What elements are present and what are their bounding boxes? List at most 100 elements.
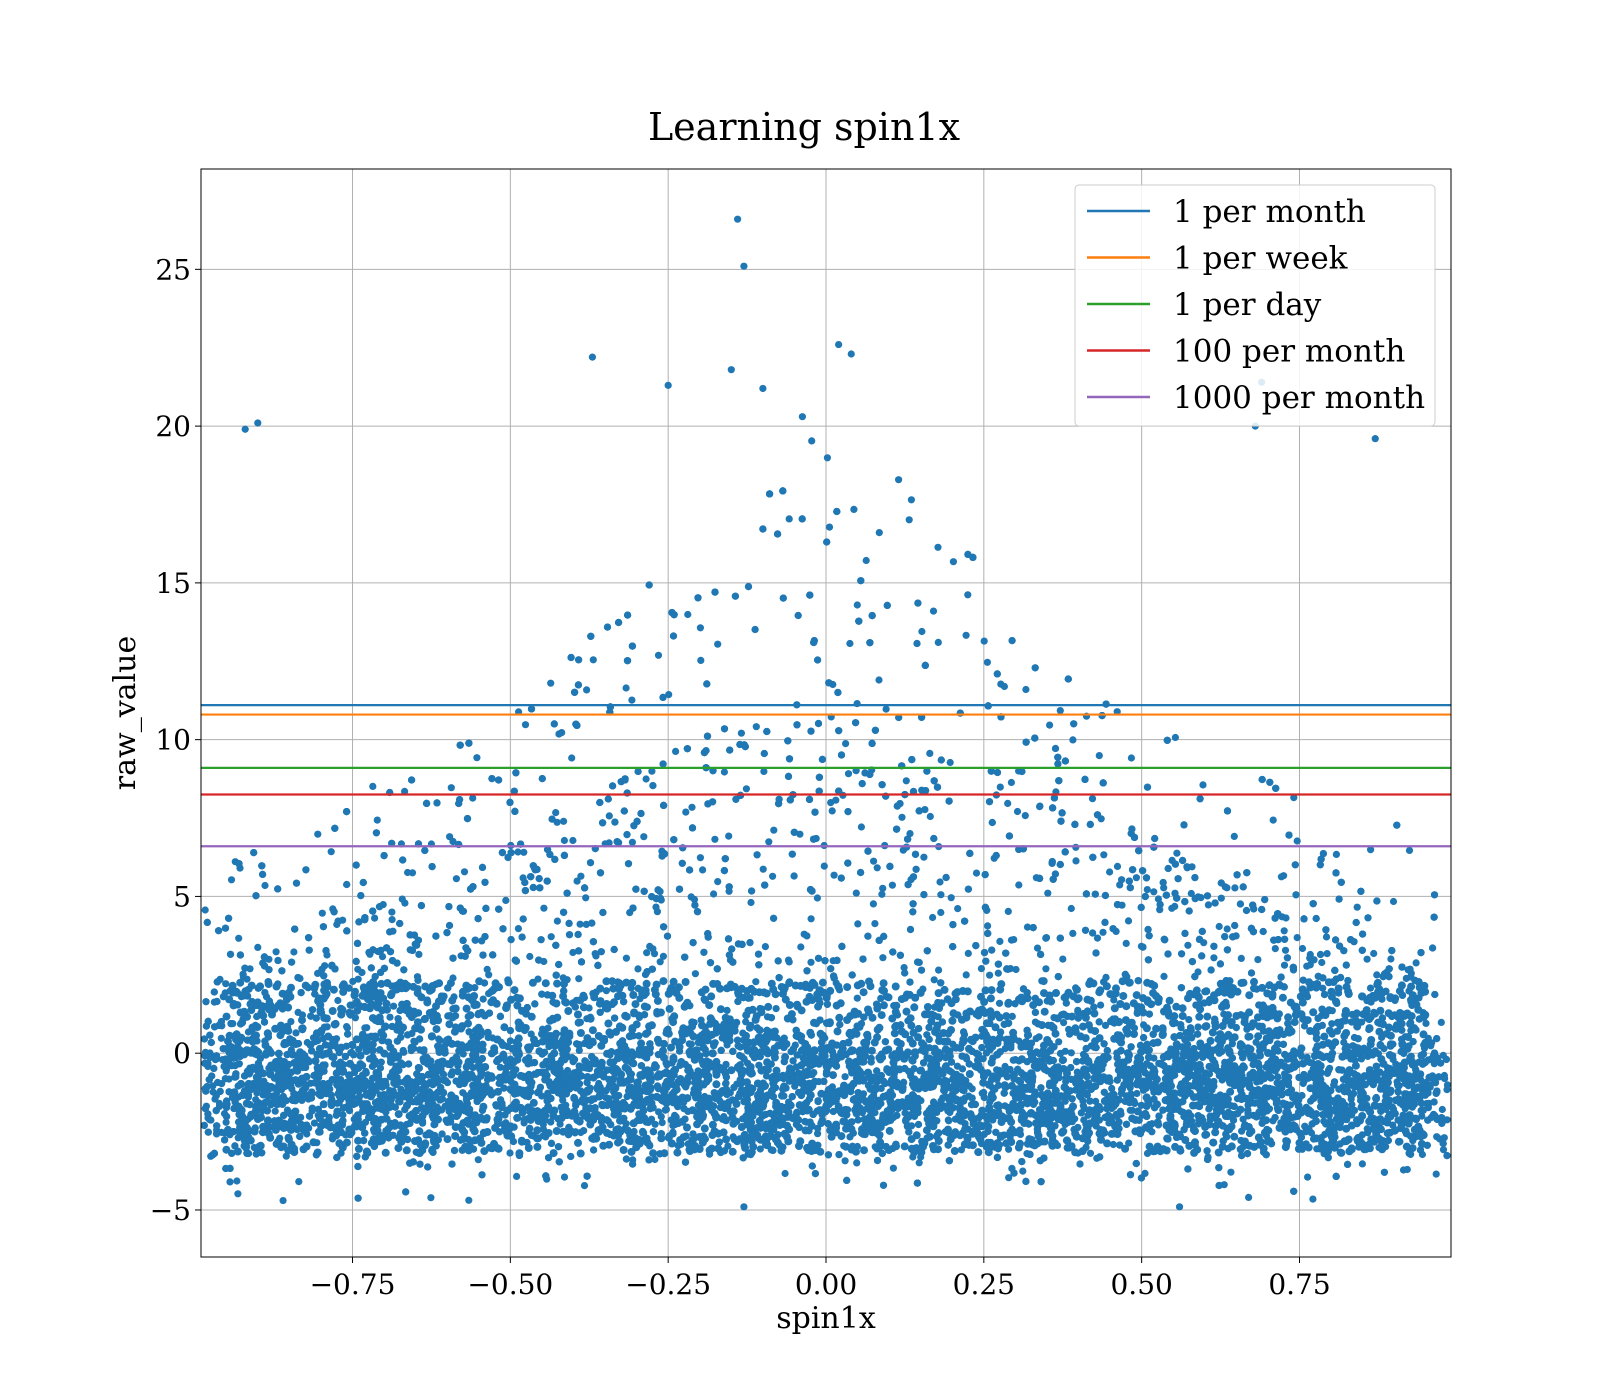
scatter-point (1303, 962, 1311, 970)
scatter-point (772, 1005, 780, 1013)
scatter-point (1183, 864, 1191, 872)
scatter-point (371, 914, 379, 922)
scatter-point (850, 505, 858, 513)
scatter-point (349, 977, 357, 986)
scatter-point (853, 601, 861, 609)
scatter-point (562, 1101, 570, 1109)
scatter-point (1389, 897, 1398, 906)
scatter-point (634, 965, 642, 973)
scatter-point (1044, 889, 1052, 897)
scatter-point (687, 1040, 695, 1048)
scatter-point (937, 908, 945, 917)
scatter-point (841, 1157, 849, 1165)
scatter-point (798, 413, 807, 421)
scatter-point (1210, 954, 1218, 962)
scatter-point (879, 954, 887, 962)
scatter-point (722, 1079, 730, 1087)
scatter-point (605, 839, 613, 847)
scatter-point (1055, 1038, 1063, 1046)
scatter-point (1432, 1170, 1440, 1178)
scatter-point (1056, 707, 1064, 715)
scatter-point (427, 1194, 435, 1202)
scatter-point (1418, 1112, 1426, 1120)
scatter-point (832, 796, 840, 804)
scatter-point (465, 1196, 473, 1204)
scatter-point (235, 934, 243, 942)
scatter-point (1042, 965, 1050, 973)
scatter-point (234, 1190, 242, 1198)
scatter-point (1269, 816, 1277, 824)
scatter-point (697, 656, 705, 665)
scatter-point (1067, 1049, 1075, 1057)
scatter-point (1282, 914, 1290, 922)
scatter-point (226, 1178, 234, 1186)
scatter-point (869, 900, 878, 908)
scatter-point (1069, 736, 1077, 744)
scatter-point (1367, 846, 1375, 854)
scatter-point (723, 1006, 731, 1015)
scatter-point (520, 848, 528, 856)
scatter-point (994, 969, 1002, 977)
scatter-point (665, 691, 673, 699)
scatter-point (962, 971, 970, 979)
scatter-point (799, 1054, 807, 1062)
scatter-point (720, 768, 729, 776)
scatter-point (569, 948, 577, 957)
scatter-point (447, 784, 455, 792)
scatter-point (1033, 944, 1042, 952)
scatter-point (906, 830, 914, 838)
scatter-point (905, 516, 913, 524)
scatter-point (1154, 895, 1162, 903)
scatter-point (852, 889, 860, 897)
scatter-point (1156, 906, 1164, 914)
scatter-point (1035, 1033, 1043, 1041)
scatter-point (977, 965, 986, 973)
scatter-point (936, 878, 944, 886)
scatter-point (1438, 1119, 1446, 1128)
scatter-point (261, 881, 269, 890)
scatter-point (1099, 928, 1107, 936)
scatter-point (1066, 1030, 1074, 1038)
scatter-point (1127, 754, 1135, 762)
scatter-point (964, 591, 972, 599)
scatter-point (1015, 881, 1023, 889)
scatter-point (295, 1178, 303, 1186)
scatter-point (376, 1064, 385, 1072)
scatter-point (254, 943, 262, 952)
scatter-point (1187, 889, 1195, 898)
scatter-point (785, 515, 793, 523)
scatter-point (747, 898, 755, 907)
scatter-point (628, 696, 636, 704)
scatter-point (1304, 1173, 1312, 1181)
scatter-point (1088, 795, 1097, 803)
scatter-point (502, 896, 510, 905)
scatter-point (737, 729, 746, 737)
scatter-point (1023, 923, 1032, 931)
scatter-point (314, 1105, 322, 1113)
scatter-point (415, 950, 423, 959)
scatter-point (807, 915, 815, 923)
scatter-point (575, 975, 583, 983)
scatter-point (915, 1159, 923, 1167)
scatter-point (1173, 849, 1181, 857)
scatter-point (1171, 733, 1179, 742)
scatter-point (526, 952, 534, 961)
scatter-point (1328, 1020, 1336, 1028)
scatter-point (1290, 794, 1298, 802)
scatter-point (390, 1002, 398, 1010)
scatter-point (842, 740, 850, 748)
scatter-point (696, 854, 705, 862)
scatter-point (937, 891, 945, 899)
scatter-point (207, 1116, 215, 1124)
scatter-point (577, 872, 585, 880)
scatter-point (996, 783, 1004, 791)
scatter-point (902, 777, 910, 785)
scatter-point (217, 1034, 225, 1042)
scatter-point (898, 813, 906, 821)
scatter-points (200, 215, 1452, 1211)
scatter-point (659, 952, 668, 960)
scatter-point (814, 1130, 822, 1138)
scatter-point (1237, 954, 1245, 963)
scatter-point (699, 866, 707, 874)
scatter-point (651, 1155, 659, 1164)
